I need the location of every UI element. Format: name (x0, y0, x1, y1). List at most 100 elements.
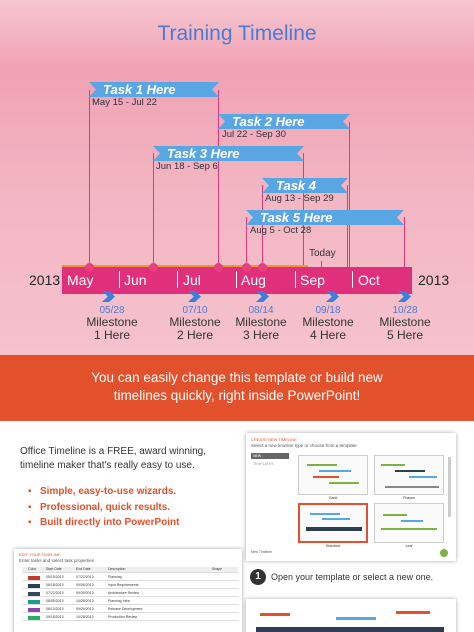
template-label-leaf: Leaf (405, 544, 413, 548)
milestone-4-date: 09/18 (315, 305, 341, 316)
template-label-standard: Standard (325, 544, 341, 548)
table-row[interactable]: 05/15/2013 07/22/2013 Planning (22, 575, 238, 581)
task-dot (214, 263, 223, 272)
task-3-banner: Task 3 Here (153, 146, 304, 161)
preview-task (396, 611, 430, 614)
wizard-subheader: Select a new timeline type or choose fro… (251, 443, 357, 448)
today-marker (321, 261, 322, 269)
wizard-next-icon[interactable] (440, 549, 448, 557)
row-color[interactable] (28, 576, 40, 580)
milestone-1-date: 05/28 (99, 305, 125, 316)
task-dot (242, 263, 251, 272)
thumb-bar (381, 464, 405, 466)
thumb-bar (319, 470, 351, 472)
wizard-nav-new[interactable]: NEW (251, 453, 289, 459)
milestone-2-label: Milestone 2 Here (169, 315, 221, 342)
template-thumb-standard[interactable] (298, 503, 368, 543)
table-row[interactable]: 06/18/2013 09/06/2013 Input Requirements (22, 583, 238, 589)
year-start: 2013 (29, 272, 61, 288)
row-end[interactable]: 07/22/2013 (76, 575, 94, 579)
thumb-bar (329, 482, 359, 484)
month-tick (236, 271, 237, 288)
milestone-3-marker (256, 291, 269, 302)
thumb-bar (313, 476, 339, 478)
task-5-dates: Aug 5 - Oct 28 (250, 225, 312, 236)
milestone-3-date: 08/14 (248, 305, 274, 316)
task-5-end-line (404, 217, 405, 267)
task-2-banner: Task 2 Here (218, 114, 350, 129)
row-color[interactable] (28, 600, 40, 604)
task-dot (85, 263, 94, 272)
row-start[interactable]: 09/18/2013 (46, 615, 64, 619)
row-color[interactable] (28, 584, 40, 588)
wizard-nav-templates[interactable]: TEMPLATES (253, 462, 274, 466)
editor-screenshot: EDIT YOUR TIMELINE Enter tasks and selec… (14, 549, 242, 632)
editor-header-row: Color Start Date End Date Description Sh… (22, 567, 238, 573)
milestone-4-marker (326, 291, 339, 302)
row-end[interactable]: 10/28/2013 (76, 599, 94, 603)
milestone-4-label: Milestone 4 Here (302, 315, 354, 342)
col-start: Start Date (46, 567, 62, 571)
wizard-screenshot: CREATE NEW TIMELINE Select a new timelin… (246, 433, 456, 561)
row-end[interactable]: 10/28/2013 (76, 615, 94, 619)
elapsed-bar (62, 265, 308, 268)
row-color[interactable] (28, 616, 40, 620)
month-jul: Jul (183, 272, 201, 288)
month-tick (295, 271, 296, 288)
task-1-end-line (218, 90, 219, 267)
year-end: 2013 (418, 272, 450, 288)
editor-header: EDIT YOUR TIMELINE (19, 552, 61, 557)
row-desc[interactable]: Planning Infra (108, 599, 130, 603)
row-start[interactable]: 05/15/2013 (46, 575, 64, 579)
wizard-header: CREATE NEW TIMELINE (251, 437, 297, 442)
month-tick (352, 271, 353, 288)
thumb-bar (401, 520, 423, 522)
template-label-gantt: Gantt (328, 496, 338, 500)
row-desc[interactable]: Input Requirements (108, 583, 139, 587)
row-desc[interactable]: Production Review (108, 615, 138, 619)
template-thumb-leaf[interactable] (374, 503, 444, 543)
table-row[interactable]: 08/05/2013 10/28/2013 Planning Infra (22, 599, 238, 605)
row-color[interactable] (28, 608, 40, 612)
wizard-scrollbar[interactable] (448, 457, 451, 517)
task-1-banner: Task 1 Here (89, 82, 219, 97)
thumb-bar (307, 464, 337, 466)
row-start[interactable]: 08/05/2013 (46, 599, 64, 603)
milestone-2-marker (188, 291, 201, 302)
month-sep: Sep (300, 272, 325, 288)
row-desc[interactable]: Release Development (108, 607, 143, 611)
promo-section: Office Timeline is a FREE, award winning… (0, 421, 474, 632)
row-color[interactable] (28, 592, 40, 596)
row-end[interactable]: 09/30/2013 (76, 591, 94, 595)
table-row[interactable]: 08/13/2013 09/29/2013 Release Developmen… (22, 607, 238, 613)
month-oct: Oct (358, 272, 380, 288)
template-thumb-phases[interactable] (374, 455, 444, 495)
milestone-5-marker (398, 291, 411, 302)
row-end[interactable]: 09/29/2013 (76, 607, 94, 611)
bullet-1: Simple, easy-to-use wizards. (28, 486, 176, 497)
thumb-bar (385, 486, 439, 488)
milestone-2-date: 07/10 (182, 305, 208, 316)
thumb-bar (383, 514, 407, 516)
row-start[interactable]: 07/22/2013 (46, 591, 64, 595)
row-desc[interactable]: Planning (108, 575, 122, 579)
task-4-dates: Aug 13 - Sep 29 (265, 193, 334, 204)
month-jun: Jun (124, 272, 147, 288)
table-row[interactable]: 09/18/2013 10/28/2013 Production Review (22, 615, 238, 621)
month-may: May (67, 272, 94, 288)
milestone-1-marker (102, 291, 115, 302)
row-start[interactable]: 08/13/2013 (46, 607, 64, 611)
bullet-3: Built directly into PowerPoint (28, 517, 179, 528)
step-number-badge: 1 (250, 569, 266, 585)
task-2-end-line (349, 122, 350, 267)
row-start[interactable]: 06/18/2013 (46, 583, 64, 587)
editor-subheader: Enter tasks and select task properties (19, 558, 95, 563)
milestone-5-label: Milestone 5 Here (379, 315, 431, 342)
row-desc[interactable]: Architecture Review (108, 591, 140, 595)
task-4-banner: Task 4 Here (262, 178, 348, 193)
col-end: End Date (76, 567, 91, 571)
template-thumb-gantt[interactable] (298, 455, 368, 495)
table-row[interactable]: 07/22/2013 09/30/2013 Architecture Revie… (22, 591, 238, 597)
row-end[interactable]: 09/06/2013 (76, 583, 94, 587)
preview-bar (256, 627, 444, 632)
